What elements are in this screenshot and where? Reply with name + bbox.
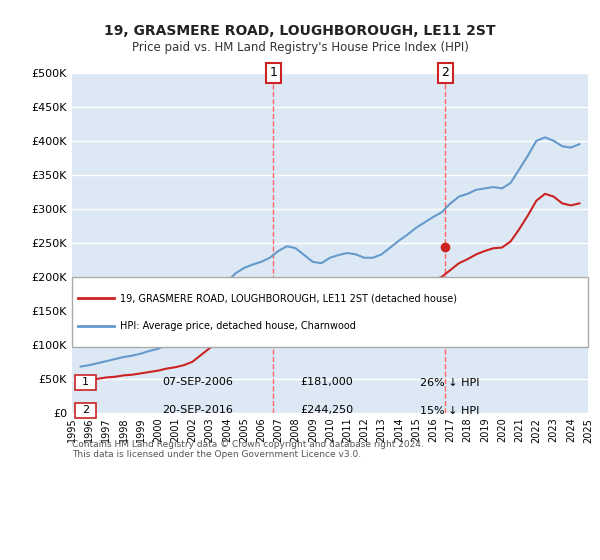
Text: HPI: Average price, detached house, Charnwood: HPI: Average price, detached house, Char… <box>120 321 356 332</box>
Text: 19, GRASMERE ROAD, LOUGHBOROUGH, LE11 2ST (detached house): 19, GRASMERE ROAD, LOUGHBOROUGH, LE11 2S… <box>120 293 457 303</box>
Text: 19, GRASMERE ROAD, LOUGHBOROUGH, LE11 2ST: 19, GRASMERE ROAD, LOUGHBOROUGH, LE11 2S… <box>104 24 496 38</box>
Text: 2: 2 <box>82 405 89 416</box>
Text: £181,000: £181,000 <box>300 377 353 388</box>
Text: 1: 1 <box>82 377 89 388</box>
Text: Price paid vs. HM Land Registry's House Price Index (HPI): Price paid vs. HM Land Registry's House … <box>131 41 469 54</box>
Text: 15% ↓ HPI: 15% ↓ HPI <box>420 405 479 416</box>
Text: £244,250: £244,250 <box>300 405 353 416</box>
Text: 1: 1 <box>269 66 277 80</box>
Text: 20-SEP-2016: 20-SEP-2016 <box>162 405 233 416</box>
Text: 2: 2 <box>442 66 449 80</box>
Text: 26% ↓ HPI: 26% ↓ HPI <box>420 377 479 388</box>
Text: Contains HM Land Registry data © Crown copyright and database right 2024.
This d: Contains HM Land Registry data © Crown c… <box>72 440 424 459</box>
Text: 07-SEP-2006: 07-SEP-2006 <box>162 377 233 388</box>
